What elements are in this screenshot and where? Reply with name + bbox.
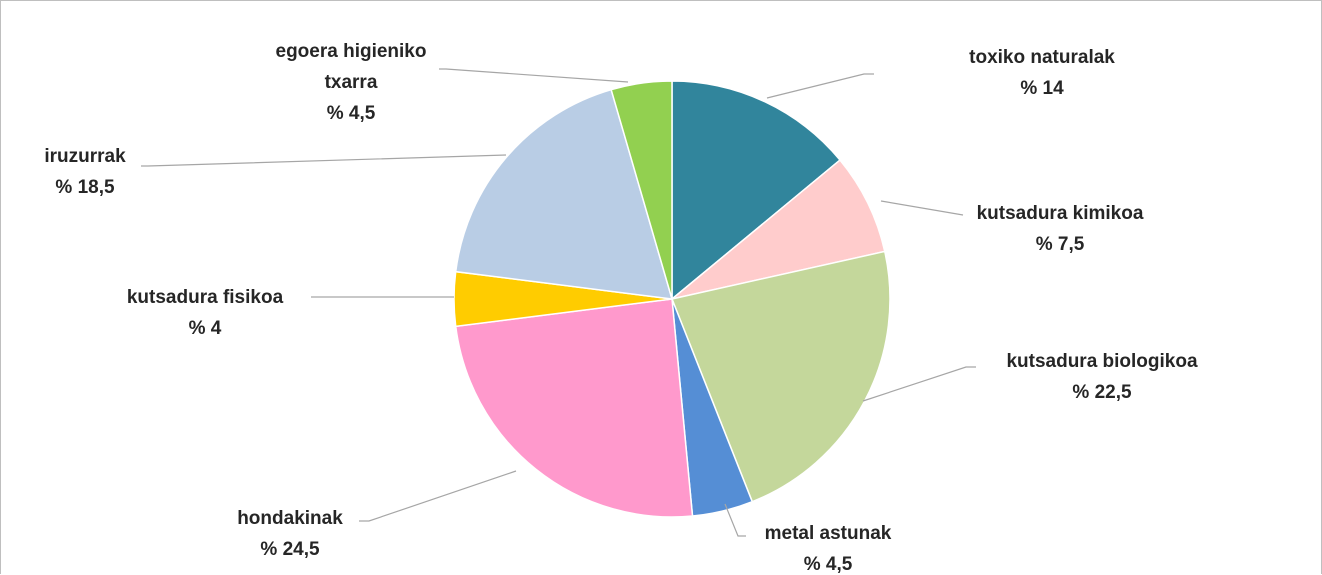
data-label-name: kutsadura biologikoa <box>1006 351 1198 372</box>
data-label-name: iruzurrak <box>44 146 126 167</box>
pie-slices <box>453 80 891 518</box>
pie-slice-egoera-higieniko-txarra <box>610 80 673 300</box>
leader-line-hondakinak <box>359 470 517 522</box>
data-label-value: % 7,5 <box>1036 234 1085 255</box>
pie-slice-toxiko-naturalak <box>671 80 842 301</box>
data-label-name: hondakinak <box>237 508 343 529</box>
data-label-value: % 14 <box>1020 78 1064 99</box>
data-label-value: % 24,5 <box>260 539 320 560</box>
data-label-name: kutsadura kimikoa <box>977 203 1144 224</box>
leader-line-iruzurrak <box>141 154 507 167</box>
data-label-name-line1: egoera higieniko <box>276 41 427 62</box>
data-label-name: kutsadura fisikoa <box>127 287 284 308</box>
data-label-value: % 4,5 <box>327 103 376 124</box>
data-label-name: toxiko naturalak <box>969 47 1115 68</box>
leader-line-metal-astunak <box>724 503 746 537</box>
leader-line-toxiko-naturalak <box>766 73 874 99</box>
leader-line-kutsadura-biologikoa <box>862 366 976 402</box>
data-label-value: % 22,5 <box>1072 382 1132 403</box>
pie-slice-kutsadura-kimikoa <box>671 158 886 300</box>
data-label-name-line2: txarra <box>325 72 378 93</box>
leader-line-kutsadura-kimikoa <box>880 200 964 216</box>
leader-lines <box>141 68 976 537</box>
data-labels: toxiko naturalak % 14 kutsadura kimikoa % 7… <box>44 41 1198 575</box>
pie-slice-iruzurrak <box>454 88 674 300</box>
data-label-value: % 4,5 <box>804 554 853 575</box>
data-label-value: % 18,5 <box>55 177 115 198</box>
pie-slice-hondakinak <box>454 298 694 518</box>
data-label-value: % 4 <box>189 318 222 339</box>
leader-line-egoera-higieniko-txarra <box>439 68 629 83</box>
data-label-name: metal astunak <box>765 523 892 544</box>
